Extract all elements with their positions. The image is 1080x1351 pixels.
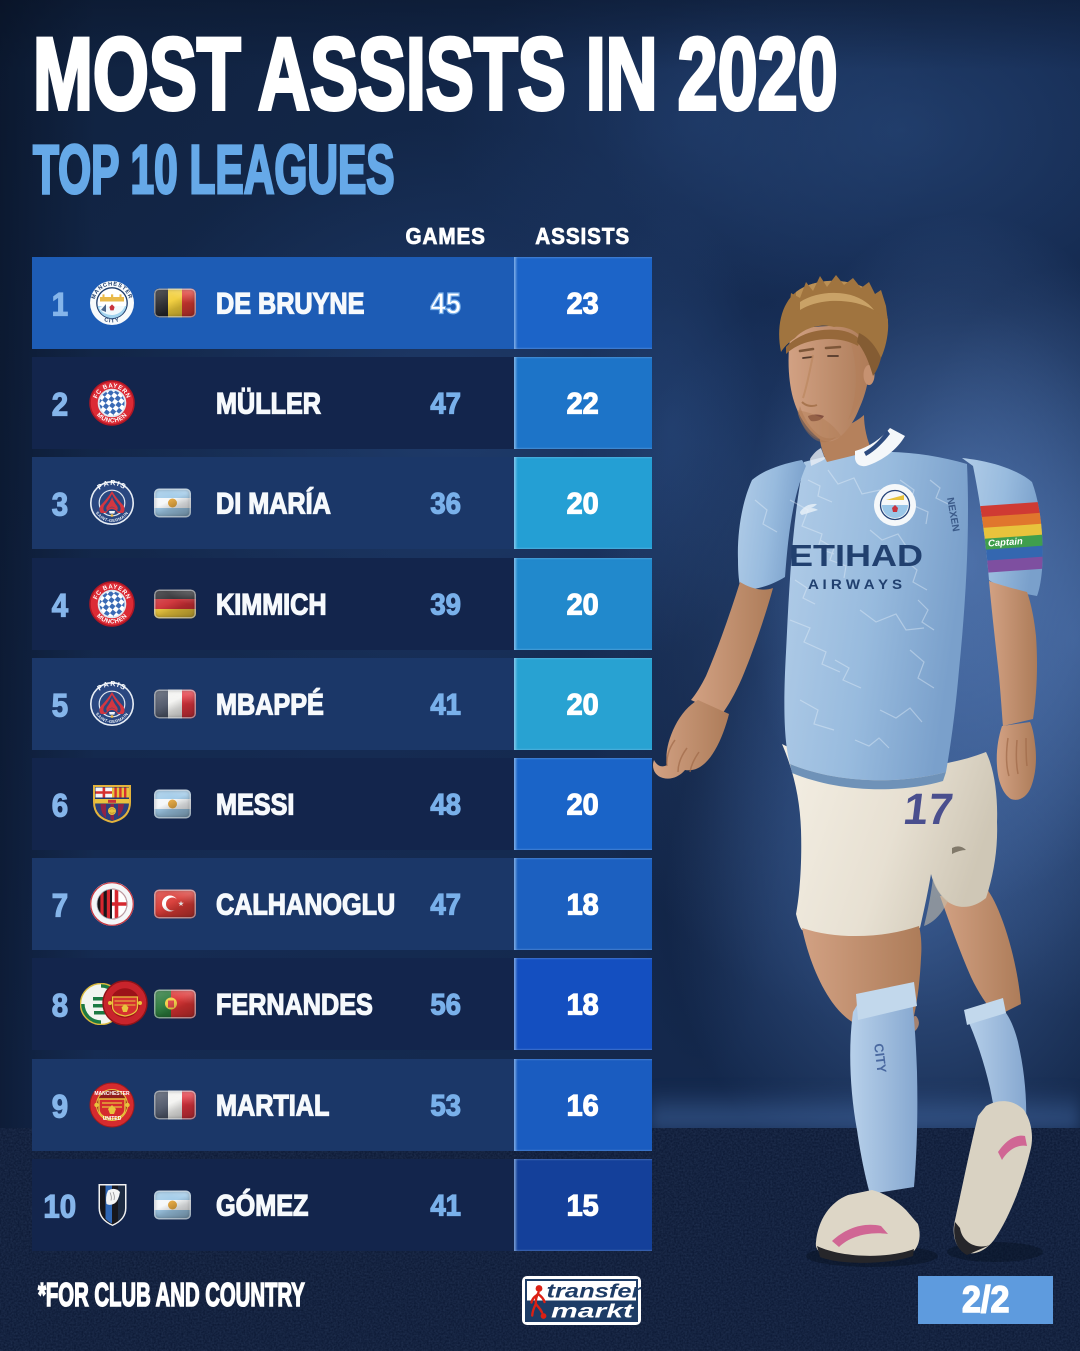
- svg-text:CITY: CITY: [871, 1043, 890, 1075]
- svg-text:PARIS: PARIS: [95, 480, 128, 491]
- svg-text:A I R W A Y S: A I R W A Y S: [808, 577, 902, 592]
- svg-text:Captain: Captain: [988, 536, 1024, 549]
- svg-text:transfer: transfer: [547, 1282, 642, 1303]
- svg-text:PARIS: PARIS: [95, 681, 128, 692]
- svg-text:MANCHESTER: MANCHESTER: [94, 1091, 130, 1097]
- svg-text:17: 17: [901, 785, 956, 834]
- svg-text:markt: markt: [551, 1301, 635, 1323]
- svg-text:CITY: CITY: [103, 317, 121, 325]
- svg-text:UNITED: UNITED: [103, 1116, 122, 1122]
- svg-text:ETIHAD: ETIHAD: [789, 538, 923, 573]
